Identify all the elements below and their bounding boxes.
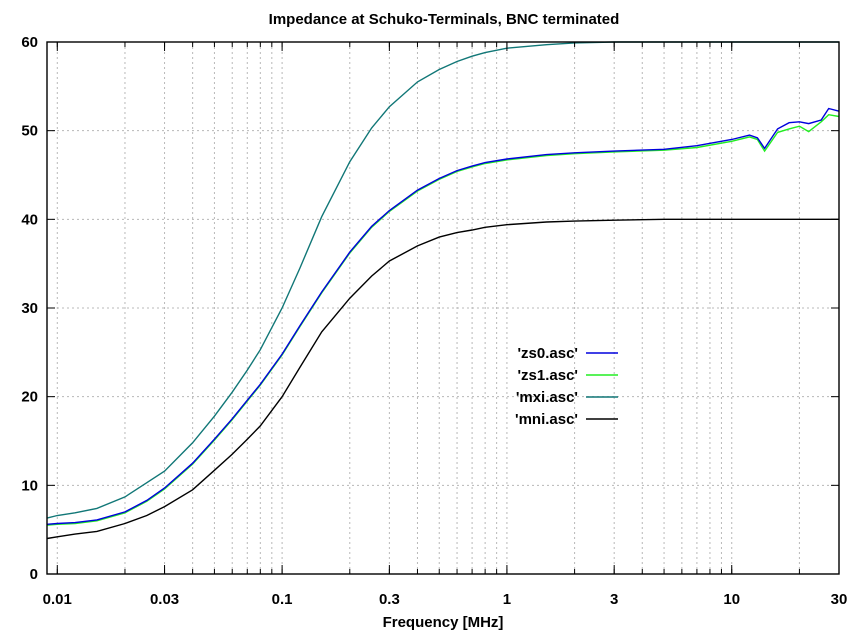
x-axis-label: Frequency [MHz]: [383, 614, 504, 631]
y-tick-label: 40: [21, 211, 38, 228]
series-line-2: [46, 41, 839, 519]
y-tick-label: 50: [21, 123, 38, 140]
x-tick-label: 0.01: [43, 591, 72, 608]
legend-label: 'mxi.asc': [516, 389, 578, 406]
y-tick-label: 20: [21, 389, 38, 406]
x-tick-label: 0.3: [379, 591, 400, 608]
y-tick-label: 60: [21, 34, 38, 51]
x-tick-label: 3: [610, 591, 618, 608]
chart-title: Impedance at Schuko-Terminals, BNC termi…: [269, 11, 620, 28]
x-tick-label: 30: [831, 591, 848, 608]
legend-label: 'zs1.asc': [517, 367, 578, 384]
grid-layer: [46, 42, 840, 574]
x-tick-label: 0.1: [272, 591, 293, 608]
legend-label: 'mni.asc': [515, 411, 578, 428]
legend-label: 'zs0.asc': [517, 345, 578, 362]
y-tick-label: 0: [30, 566, 38, 583]
series-line-0: [46, 107, 840, 525]
y-tick-label: 30: [21, 300, 38, 317]
legend: 'zs0.asc' 'zs1.asc' 'mxi.asc' 'mni.asc': [515, 345, 618, 428]
tick-layer: 0 10 20 30 40 50 60 0.01 0.03 0.1 0.3 1 3 10 30: [21, 34, 847, 608]
x-tick-label: 0.03: [150, 591, 179, 608]
x-tick-label: 10: [723, 591, 740, 608]
series-line-3: [46, 218, 839, 540]
series-layer: [46, 41, 840, 540]
y-tick-label: 10: [21, 477, 38, 494]
x-tick-label: 1: [503, 591, 511, 608]
